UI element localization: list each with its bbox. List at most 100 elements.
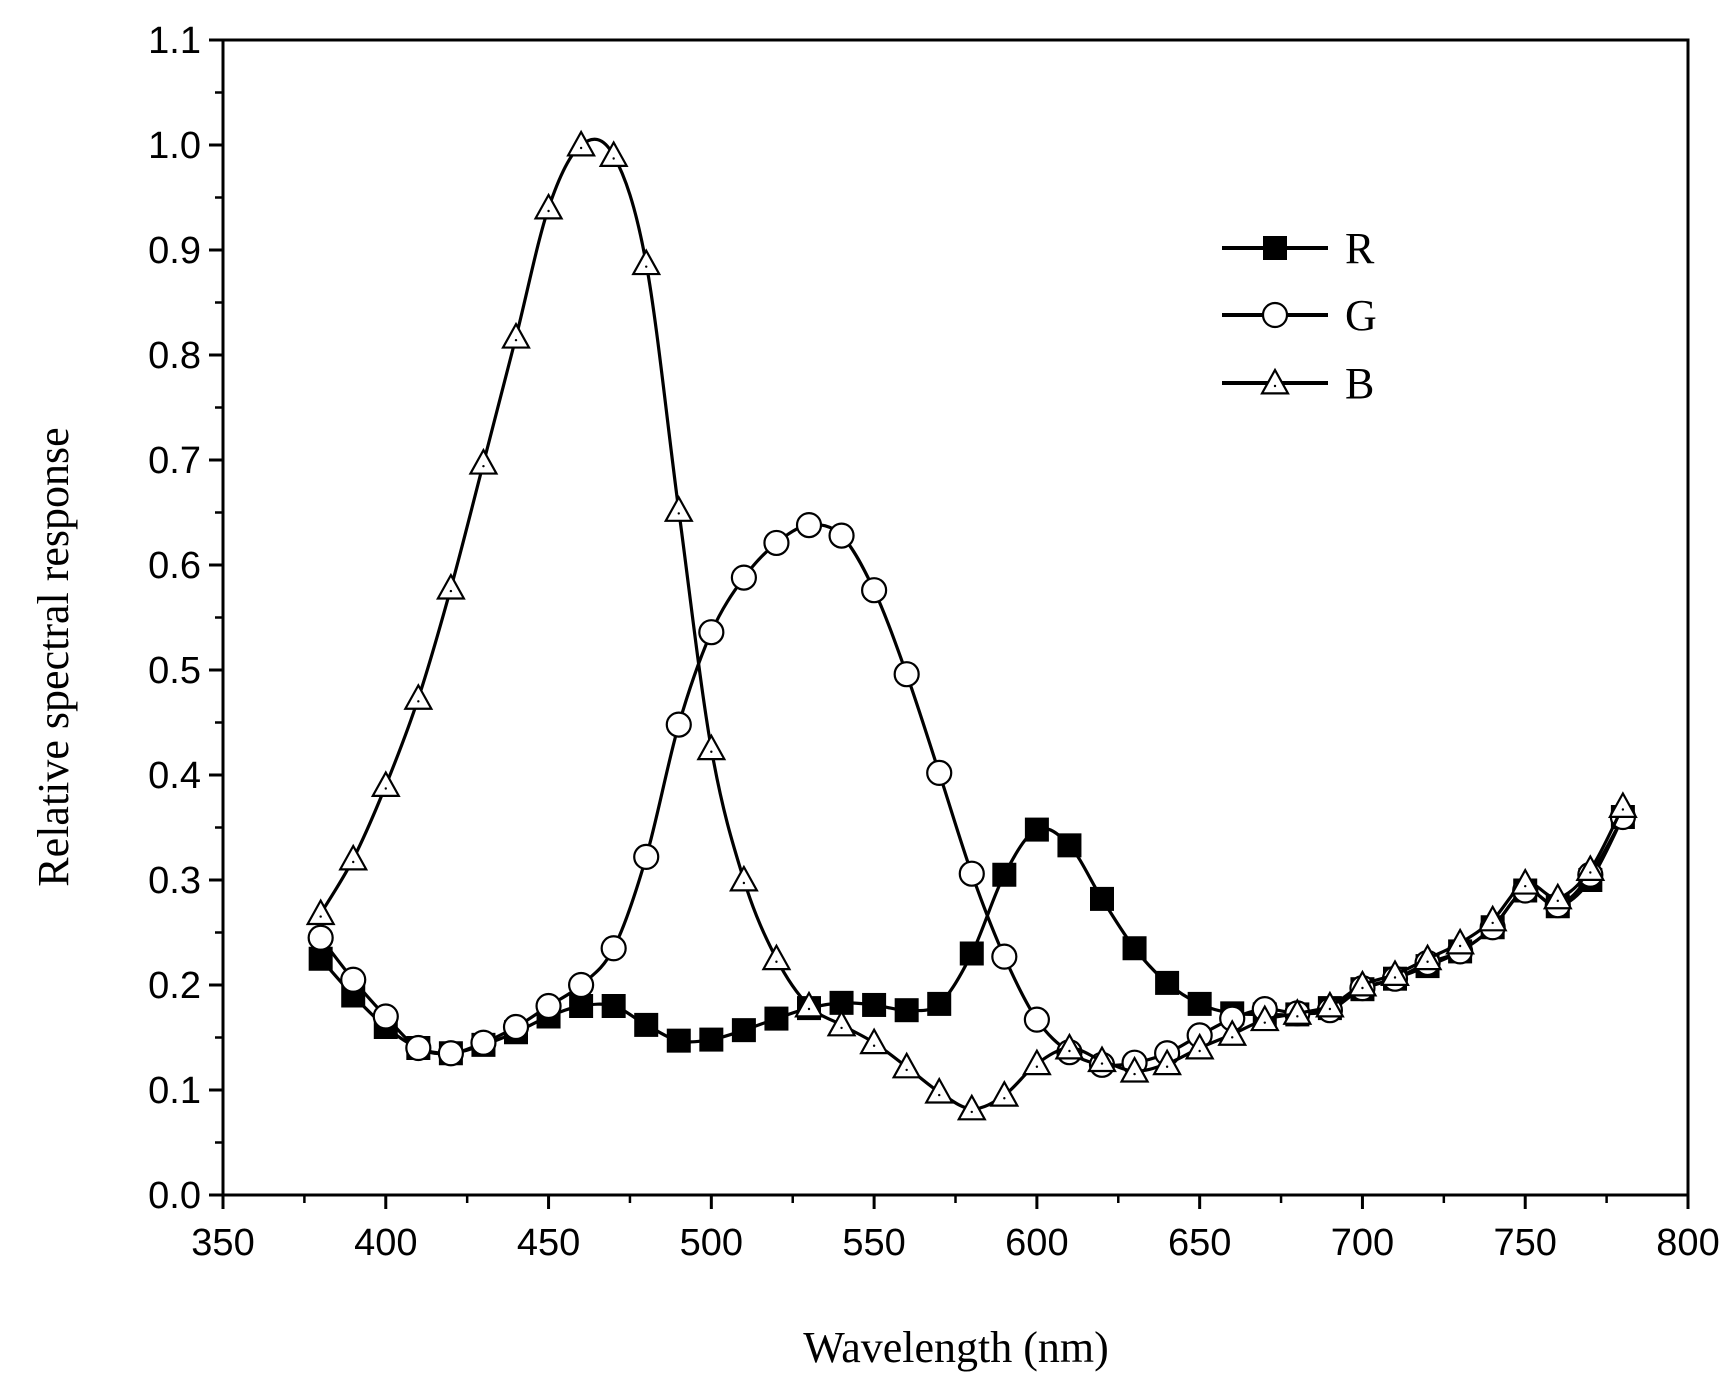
- data-point-R: [1155, 970, 1180, 995]
- data-point-B-dot: [1165, 1065, 1169, 1068]
- data-point-B-dot: [1524, 884, 1527, 888]
- data-point-B-dot: [449, 589, 453, 593]
- data-point-G: [372, 1003, 399, 1030]
- y-tick-label: 0.4: [148, 755, 201, 797]
- data-point-G: [730, 564, 757, 591]
- data-point-R: [634, 1012, 659, 1037]
- data-point-R: [569, 994, 594, 1018]
- data-point-B-dot: [970, 1110, 973, 1114]
- data-point-R: [1057, 833, 1082, 858]
- data-point-B-dot: [319, 915, 322, 918]
- data-point-B-dot: [1426, 960, 1429, 963]
- x-tick-label: 350: [191, 1222, 254, 1264]
- legend-label: B: [1345, 359, 1374, 408]
- y-tick-label: 0.8: [148, 335, 201, 377]
- data-point-G: [828, 522, 855, 549]
- data-point-B: [436, 572, 466, 600]
- data-point-B-dot: [417, 700, 420, 703]
- x-tick-label: 550: [842, 1222, 905, 1264]
- data-point-B-dot: [1003, 1097, 1006, 1100]
- data-point-R: [699, 1027, 724, 1052]
- y-tick-label: 0.0: [148, 1175, 201, 1217]
- x-tick-label: 500: [680, 1222, 743, 1264]
- x-tick-label: 800: [1656, 1222, 1719, 1264]
- data-point-B: [956, 1093, 987, 1121]
- data-point-B-dot: [514, 338, 518, 342]
- data-point-R: [894, 998, 919, 1023]
- data-point-B-dot: [352, 860, 355, 864]
- data-point-B: [1152, 1048, 1182, 1076]
- data-point-B: [1477, 904, 1508, 932]
- y-tick-label: 0.2: [148, 965, 201, 1007]
- data-point-B: [1184, 1032, 1215, 1060]
- data-point-G: [991, 943, 1018, 970]
- y-tick-label: 1.0: [148, 125, 201, 167]
- data-point-R: [1024, 817, 1049, 842]
- data-point-B: [1119, 1055, 1150, 1083]
- data-point-B: [1542, 882, 1573, 910]
- data-point-B: [826, 1009, 857, 1037]
- data-point-G: [698, 619, 725, 646]
- data-point-R: [1122, 936, 1147, 961]
- legend-marker: [1260, 367, 1290, 395]
- y-tick-label: 1.1: [148, 20, 201, 62]
- data-point-B: [1054, 1032, 1085, 1060]
- data-point-G: [958, 860, 985, 887]
- data-point-B: [1510, 867, 1541, 895]
- legend-marker: [1263, 236, 1287, 260]
- data-point-R: [1090, 886, 1114, 911]
- x-axis-title: Wavelength (nm): [803, 1323, 1109, 1372]
- data-point-B: [891, 1051, 922, 1079]
- y-tick-label: 0.5: [148, 650, 201, 692]
- data-point-B-dot: [775, 960, 778, 963]
- data-point-B-dot: [677, 512, 680, 515]
- data-point-R: [731, 1018, 756, 1043]
- data-point-G: [665, 711, 692, 738]
- data-point-G: [340, 966, 367, 993]
- data-point-G: [763, 529, 790, 557]
- axes: 350 400 450 500 550 600 650 700 750 800 0.0 0.1 0.2 0…: [148, 20, 1720, 1264]
- y-tick-label: 0.6: [148, 545, 201, 587]
- data-point-B: [403, 683, 434, 710]
- data-point-B: [1347, 969, 1378, 997]
- data-point-G: [470, 1029, 497, 1056]
- data-point-B-dot: [1491, 921, 1494, 925]
- data-point-B: [566, 129, 596, 157]
- legend-item-R: R: [1222, 224, 1375, 273]
- legend-marker-dot: [1273, 384, 1277, 388]
- data-point-B-dot: [872, 1044, 876, 1047]
- data-point-B: [468, 447, 499, 475]
- data-point-R: [601, 994, 626, 1018]
- data-point-B: [1445, 927, 1475, 955]
- data-point-B: [924, 1076, 955, 1104]
- data-point-B-dot: [1328, 1007, 1332, 1011]
- data-point-B-dot: [645, 265, 648, 268]
- data-point-B-dot: [1133, 1072, 1136, 1076]
- x-tick-label: 650: [1168, 1222, 1231, 1264]
- data-point-B-dot: [840, 1026, 843, 1030]
- data-point-B-dot: [807, 1007, 811, 1011]
- data-point-B-dot: [1068, 1049, 1071, 1053]
- data-point-G: [535, 992, 562, 1020]
- data-point-B-dot: [1198, 1049, 1201, 1053]
- y-tick-label: 0.7: [148, 440, 201, 482]
- data-point-B: [1282, 998, 1313, 1025]
- x-tick-label: 600: [1005, 1222, 1068, 1264]
- data-point-B: [794, 990, 824, 1018]
- legend-label: R: [1345, 224, 1375, 273]
- data-point-R: [764, 1006, 789, 1031]
- data-point-B-dot: [1263, 1021, 1266, 1024]
- data-point-B-dot: [1621, 808, 1625, 811]
- data-point-R: [308, 946, 333, 971]
- legend-item-B: B: [1222, 359, 1374, 408]
- data-point-G: [405, 1034, 432, 1062]
- data-point-G: [1023, 1006, 1050, 1033]
- x-tick-label: 750: [1494, 1222, 1557, 1264]
- data-point-B-dot: [1231, 1036, 1234, 1039]
- data-point-B: [1412, 943, 1443, 971]
- y-tick-label: 0.3: [148, 860, 201, 902]
- data-point-R: [1187, 991, 1212, 1016]
- data-point-B: [696, 733, 727, 761]
- x-tick-label: 450: [517, 1222, 580, 1264]
